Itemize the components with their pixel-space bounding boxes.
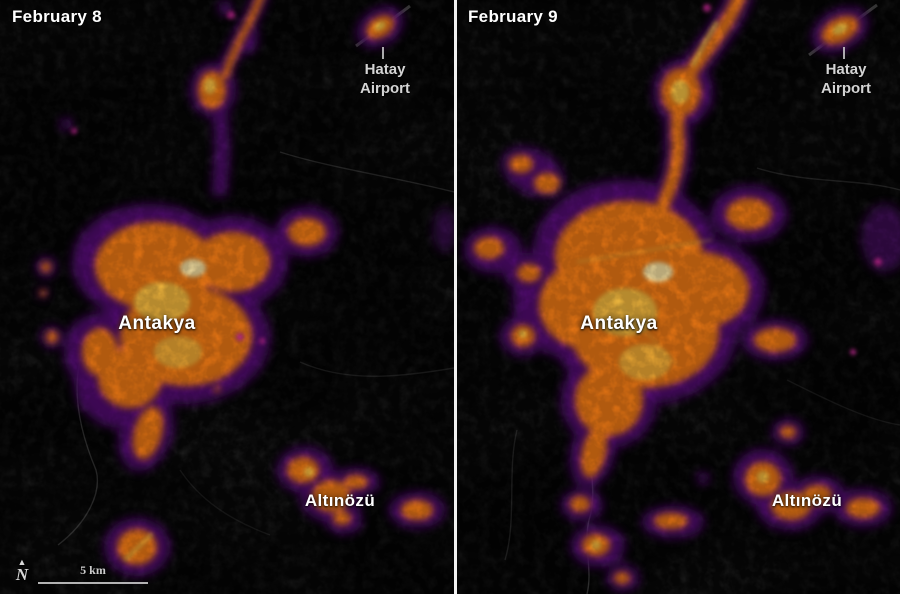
speckle-overlay bbox=[0, 0, 454, 594]
scale-bar-line bbox=[38, 582, 148, 584]
satellite-map-feb9 bbox=[457, 0, 900, 594]
airport-leader-line-feb8 bbox=[382, 47, 384, 59]
map-panel-feb9 bbox=[457, 0, 900, 594]
airport-leader-line-feb9 bbox=[843, 47, 845, 59]
north-label: N bbox=[15, 565, 29, 584]
speckle-overlay bbox=[457, 0, 900, 594]
north-arrow: ▲ N bbox=[10, 557, 34, 584]
scale-distance-label: 5 km bbox=[80, 563, 106, 577]
satellite-map-feb8 bbox=[0, 0, 454, 594]
panel-divider bbox=[454, 0, 457, 594]
scale-bar: ▲ N 5 km bbox=[0, 550, 170, 594]
north-arrow-icon: ▲ bbox=[17, 557, 27, 567]
map-panel-feb8 bbox=[0, 0, 454, 594]
